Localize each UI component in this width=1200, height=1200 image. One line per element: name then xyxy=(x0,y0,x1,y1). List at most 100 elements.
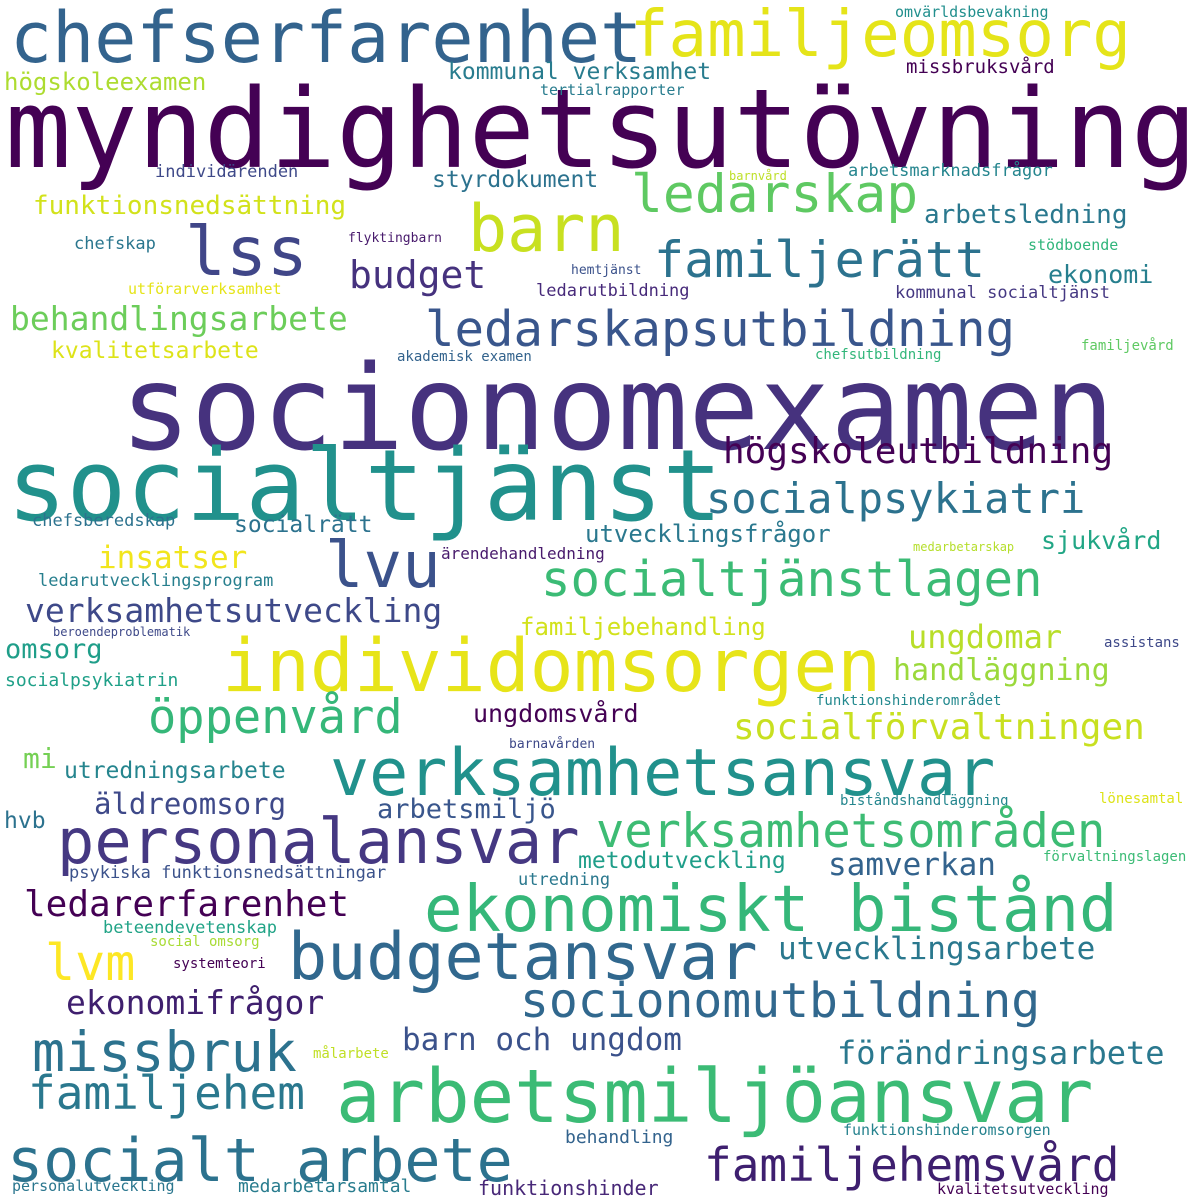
word-akademisk-examen: akademisk examen xyxy=(397,349,532,365)
word-kvalitetsarbete: kvalitetsarbete xyxy=(51,338,259,364)
word-beroendeproblematik: beroendeproblematik xyxy=(53,625,191,639)
word-behandling: behandling xyxy=(565,1127,674,1148)
word-ledarskapsutbildning: ledarskapsutbildning xyxy=(425,301,1016,358)
word-chefserfarenhet: chefserfarenhet xyxy=(10,0,643,79)
word-utvecklingsarbete: utvecklingsarbete xyxy=(778,931,1096,967)
word-medarbetarskap: medarbetarskap xyxy=(913,540,1015,554)
word-stodboende: stödboende xyxy=(1028,236,1119,254)
word-kommunal-socialtjanst: kommunal socialtjänst xyxy=(895,283,1110,303)
word-psykiska-funktionsnedsattningar: psykiska funktionsnedsättningar xyxy=(69,863,387,883)
word-malarbete: målarbete xyxy=(313,1046,389,1062)
word-familjevard: familjevård xyxy=(1081,338,1174,354)
word-ungdomar: ungdomar xyxy=(908,618,1063,656)
word-socialtjanst: socialtjänst xyxy=(7,429,723,544)
word-utredning: utredning xyxy=(518,870,611,890)
word-lss: lss xyxy=(185,213,308,292)
word-socialpsykiatri: socialpsykiatri xyxy=(706,474,1086,523)
word-handlaggning: handläggning xyxy=(893,653,1110,688)
word-systemteori: systemteori xyxy=(173,956,266,972)
word-mi: mi xyxy=(23,742,57,775)
word-funktionshinderomsorgen: funktionshinderomsorgen xyxy=(843,1121,1051,1139)
word-socialratt: socialrätt xyxy=(234,512,373,538)
word-behandlingsarbete: behandlingsarbete xyxy=(10,299,348,338)
word-assistans: assistans xyxy=(1104,635,1180,651)
word-flyktingbarn: flyktingbarn xyxy=(348,231,442,246)
word-individomsorgen: individomsorgen xyxy=(222,624,882,709)
word-socionomexamen: socionomexamen xyxy=(120,339,1115,477)
word-hvb: hvb xyxy=(4,808,46,834)
word-personalutveckling: personalutveckling xyxy=(12,1177,175,1195)
word-personalansvar: personalansvar xyxy=(57,805,580,878)
word-kvalitetsutveckling: kvalitetsutveckling xyxy=(937,1180,1109,1198)
word-arbetsmiljoansvar: arbetsmiljöansvar xyxy=(336,1054,1094,1140)
word-omsorg: omsorg xyxy=(5,634,103,665)
word-familjehem: familjehem xyxy=(28,1066,305,1120)
word-familjebehandling: familjebehandling xyxy=(520,613,766,641)
word-kommunal-verksamhet: kommunal verksamhet xyxy=(448,59,712,85)
word-lvu: lvu xyxy=(325,529,441,603)
word-insatser: insatser xyxy=(98,540,248,576)
word-hogskoleexamen: högskoleexamen xyxy=(4,68,207,96)
word-utforarverksamhet: utförarverksamhet xyxy=(128,280,282,298)
word-omvarldsbevakning: omvärldsbevakning xyxy=(895,3,1049,21)
word-budget: budget xyxy=(349,253,487,297)
word-missbruksvard: missbruksvård xyxy=(906,56,1055,78)
word-ledarerfarenhet: ledarerfarenhet xyxy=(24,884,350,925)
word-forvaltningslagen: förvaltningslagen xyxy=(1043,849,1187,865)
word-myndighetsutovning: myndighetsutövning xyxy=(5,65,1198,193)
word-ledarskap: ledarskap xyxy=(631,164,919,225)
word-sjukvard: sjukvård xyxy=(1041,526,1162,555)
word-arbetsmiljo: arbetsmiljö xyxy=(377,794,556,825)
word-socionomutbildning: socionomutbildning xyxy=(520,973,1041,1029)
word-individarenden: individärenden xyxy=(155,162,299,182)
word-aldreomsorg: äldreomsorg xyxy=(94,787,287,821)
word-barnavarden: barnavården xyxy=(509,737,596,752)
word-arbetsmarknadsfragor: arbetsmarknadsfrågor xyxy=(848,161,1053,181)
word-socialt-arbete: socialt arbete xyxy=(7,1126,513,1196)
word-utredningsarbete: utredningsarbete xyxy=(64,758,286,784)
word-oppenvard: öppenvård xyxy=(148,690,403,745)
word-ekonomifragor: ekonomifrågor xyxy=(66,983,325,1022)
word-socialpsykiatrin: socialpsykiatrin xyxy=(5,670,179,691)
word-ekonomi: ekonomi xyxy=(1048,260,1154,289)
word-bistandshandlaggning: biståndshandläggning xyxy=(840,793,1009,809)
word-utvecklingsfragor: utvecklingsfrågor xyxy=(585,520,831,548)
word-barnvard: barnvård xyxy=(729,169,787,183)
word-familjeomsorg: familjeomsorg xyxy=(630,0,1131,72)
word-funktionshinder: funktionshinder xyxy=(478,1176,659,1200)
word-medarbetarsamtal: medarbetarsamtal xyxy=(238,1176,412,1197)
word-styrdokument: styrdokument xyxy=(432,167,599,193)
word-social-omsorg: social omsorg xyxy=(150,934,260,950)
word-ledarutbildning: ledarutbildning xyxy=(536,281,690,301)
word-verksamhetsomraden: verksamhetsområden xyxy=(596,804,1106,859)
word-chefsberedskap: chefsberedskap xyxy=(32,511,176,531)
word-verksamhetsansvar: verksamhetsansvar xyxy=(330,736,996,811)
word-ledarutvecklingsprogram: ledarutvecklingsprogram xyxy=(38,571,274,591)
word-chefskap: chefskap xyxy=(74,234,156,254)
word-verksamhetsutveckling: verksamhetsutveckling xyxy=(25,591,443,630)
word-lvm: lvm xyxy=(45,934,136,992)
word-missbruk: missbruk xyxy=(32,1020,297,1084)
word-hemtjanst: hemtjänst xyxy=(571,263,642,278)
word-socialforvaltningen: socialförvaltningen xyxy=(733,707,1145,748)
word-socialtjanstlagen: socialtjänstlagen xyxy=(541,551,1043,608)
word-lonesamtal: lönesamtal xyxy=(1099,791,1184,807)
word-budgetansvar: budgetansvar xyxy=(288,920,758,995)
word-beteendevetenskap: beteendevetenskap xyxy=(103,918,277,938)
word-barn-och-ungdom: barn och ungdom xyxy=(402,1022,682,1058)
word-barn: barn xyxy=(468,192,625,267)
word-familjeratt: familjerätt xyxy=(654,231,986,289)
word-metodutveckling: metodutveckling xyxy=(578,848,786,874)
word-ekonomiskt-bistand: ekonomiskt bistånd xyxy=(424,873,1118,947)
word-arbetsledning: arbetsledning xyxy=(924,200,1128,230)
word-hogskoleutbildning: högskoleutbildning xyxy=(723,431,1114,472)
word-tertialrapporter: tertialrapporter xyxy=(540,81,685,99)
word-familjehemsvard: familjehemsvård xyxy=(704,1138,1120,1192)
word-samverkan: samverkan xyxy=(828,847,996,883)
word-funktionsnedsattning: funktionsnedsättning xyxy=(33,191,347,221)
word-funktionshinderomradet: funktionshinderområdet xyxy=(816,693,1002,709)
word-forandringsarbete: förändringsarbete xyxy=(837,1034,1165,1072)
word-ungdomsvard: ungdomsvård xyxy=(473,699,639,728)
word-arendehandledning: ärendehandledning xyxy=(441,544,605,563)
